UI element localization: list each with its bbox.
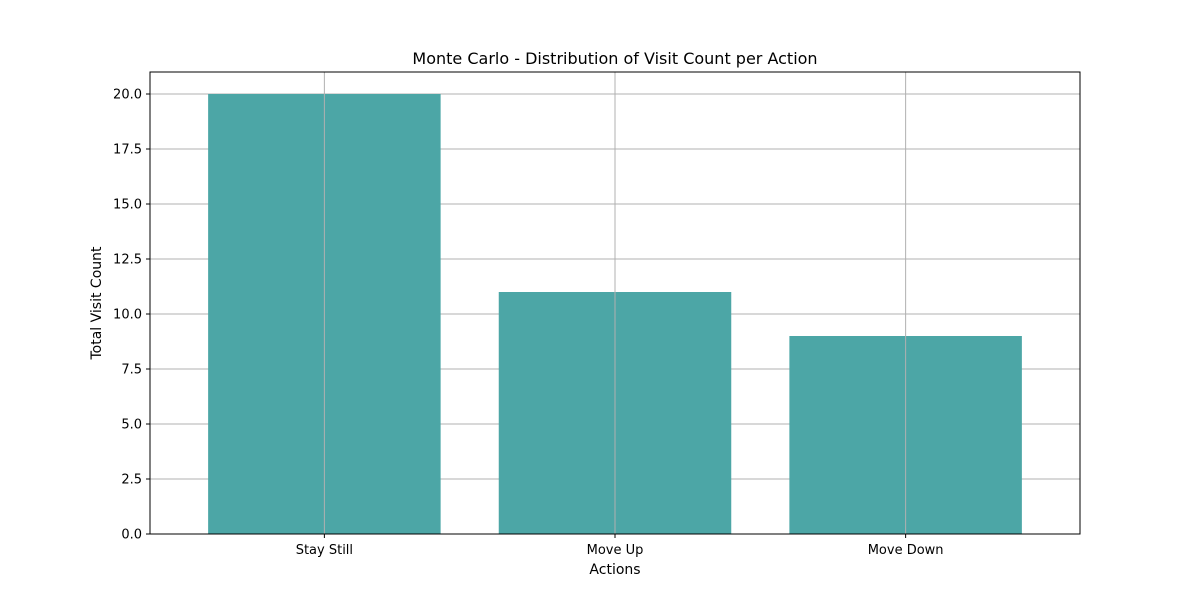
- x-tick-label: Stay Still: [296, 543, 353, 558]
- y-tick-label: 5.0: [121, 418, 142, 433]
- y-tick-label: 0.0: [121, 528, 142, 543]
- y-tick-label: 20.0: [113, 88, 142, 103]
- vertical-grid-layer: [323, 72, 907, 534]
- y-axis-label: Total Visit Count: [89, 246, 105, 361]
- x-tick-label: Move Up: [587, 543, 644, 558]
- y-tick-label: 17.5: [113, 143, 142, 158]
- x-tick-label: Move Down: [868, 543, 944, 558]
- y-tick-label: 12.5: [113, 253, 142, 268]
- y-tick-label: 15.0: [113, 198, 142, 213]
- x-axis-label: Actions: [589, 562, 640, 578]
- y-tick-label: 7.5: [121, 363, 142, 378]
- tick-layer: 0.0 2.5 5.0 7.5 10.0 12.5 15.0 17.5 20.0 Stay Sti…: [113, 88, 944, 559]
- y-tick-label: 10.0: [113, 308, 142, 323]
- y-tick-label: 2.5: [121, 473, 142, 488]
- chart-title: Monte Carlo - Distribution of Visit Coun…: [412, 49, 817, 68]
